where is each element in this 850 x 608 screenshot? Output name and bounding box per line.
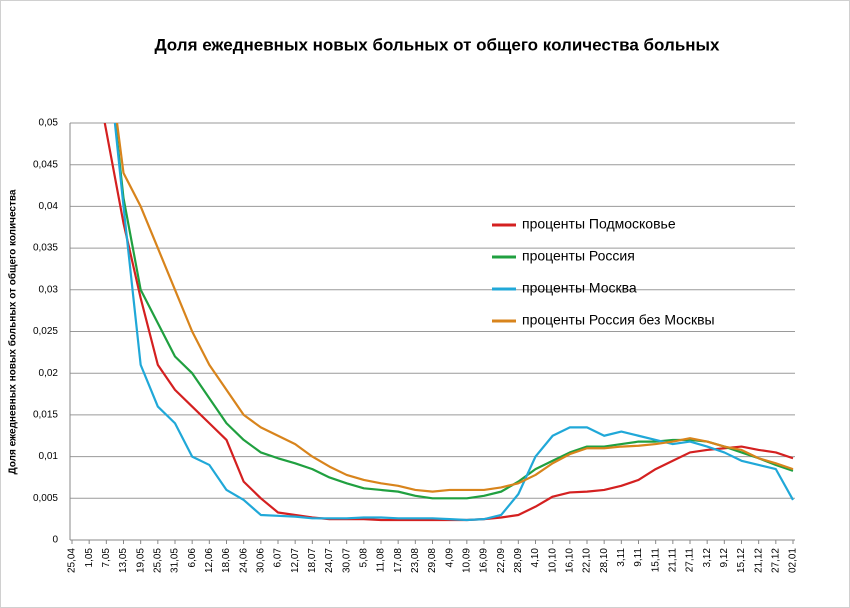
x-tick-label: 21,11: [667, 548, 678, 573]
x-tick-label: 16,10: [564, 548, 575, 573]
y-tick-label: 0,02: [39, 368, 59, 379]
y-tick-label: 0,04: [39, 201, 59, 212]
x-tick-label: 23,08: [410, 548, 421, 573]
x-tick-label: 25,04: [67, 548, 78, 573]
y-tick-label: 0,005: [33, 493, 58, 504]
series-line: [114, 123, 794, 500]
x-tick-label: 19,05: [135, 548, 146, 573]
y-tick-label: 0,03: [39, 284, 59, 295]
x-tick-label: 17,08: [393, 548, 404, 573]
x-tick-label: 12,06: [204, 548, 215, 573]
x-tick-label: 24,07: [324, 548, 335, 573]
legend-label: проценты Россия: [522, 248, 635, 264]
x-tick-label: 28,09: [513, 548, 524, 573]
y-tick-label: 0: [52, 535, 58, 546]
x-tick-label: 6,06: [187, 548, 198, 568]
x-tick-label: 02,01: [788, 548, 799, 573]
x-tick-label: 13,05: [118, 548, 129, 573]
x-tick-label: 5,08: [358, 548, 369, 568]
x-tick-label: 30,07: [341, 548, 352, 573]
y-tick-label: 0,015: [33, 410, 58, 421]
y-tick-label: 0,05: [39, 118, 59, 129]
plot-lines: [103, 123, 794, 522]
x-tick-label: 25,05: [152, 548, 163, 573]
x-tick-label: 4,09: [444, 548, 455, 568]
x-tick-label: 31,05: [170, 548, 181, 573]
x-tick-label: 4,10: [530, 548, 541, 568]
series-line: [115, 123, 794, 493]
x-tick-label: 28,10: [599, 548, 610, 573]
x-tick-label: 22,10: [582, 548, 593, 573]
chart-title: Доля ежедневных новых больных от общего …: [154, 35, 720, 54]
y-tick-label: 0,025: [33, 326, 58, 337]
x-tick-label: 18,07: [307, 548, 318, 573]
x-tick-label: 24,06: [238, 548, 249, 573]
x-tick-label: 12,07: [290, 548, 301, 573]
y-tick-label: 0,01: [39, 451, 59, 462]
x-tick-label: 7,05: [101, 548, 112, 568]
x-tick-label: 21,12: [753, 548, 764, 573]
x-tick-label: 30,06: [255, 548, 266, 573]
x-tick-label: 15,11: [650, 548, 661, 573]
legend-label: проценты Россия без Москвы: [522, 312, 715, 328]
y-tick-label: 0,035: [33, 243, 58, 254]
x-tick-label: 18,06: [221, 548, 232, 573]
series-line: [103, 123, 794, 522]
x-tick-label: 10,10: [547, 548, 558, 573]
x-tick-label: 10,09: [461, 548, 472, 573]
x-tick-label: 27,12: [770, 548, 781, 573]
x-tick-label: 3,12: [702, 548, 713, 568]
x-tick-label: 6,07: [273, 548, 284, 568]
x-tick-label: 1,05: [84, 548, 95, 568]
x-tick-label: 9,11: [633, 548, 644, 567]
x-tick-label: 3,11: [616, 548, 627, 567]
y-axis-label: Доля ежедневных новых больных от общего …: [7, 189, 19, 474]
x-tick-label: 27,11: [685, 548, 696, 573]
series-line: [113, 123, 794, 522]
y-tick-label: 0,045: [33, 159, 58, 170]
x-tick-label: 16,09: [479, 548, 490, 573]
legend-label: проценты Москва: [522, 280, 637, 296]
x-tick-label: 15,12: [736, 548, 747, 573]
x-tick-label: 11,08: [376, 548, 387, 573]
x-tick-label: 22,09: [496, 548, 507, 573]
x-tick-label: 9,12: [719, 548, 730, 568]
legend-label: проценты Подмосковье: [522, 216, 676, 232]
x-tick-label: 29,08: [427, 548, 438, 573]
